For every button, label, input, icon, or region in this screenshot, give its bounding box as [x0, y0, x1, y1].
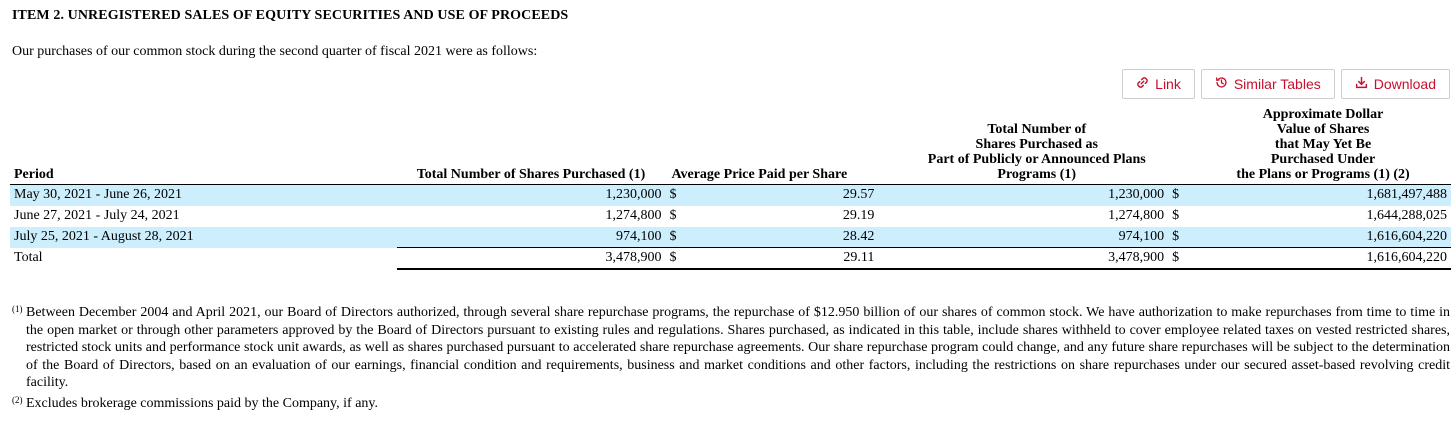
cell-plan-shares: 1,230,000	[878, 184, 1169, 206]
footnote: (2) Excludes brokerage commissions paid …	[12, 395, 1450, 413]
header-total-shares: Total Number of Shares Purchased (1)	[416, 167, 646, 182]
cell-price: 29.19	[842, 208, 875, 223]
footnotes: (1) Between December 2004 and April 2021…	[12, 304, 1450, 415]
cell-value: 1,644,288,025	[1366, 208, 1448, 223]
cell-period: July 25, 2021 - August 28, 2021	[10, 226, 397, 248]
cell-currency: $	[665, 247, 681, 270]
header-approx-line: Value of Shares	[1276, 122, 1370, 137]
cell-currency: $	[669, 208, 677, 223]
footnote-marker: (1)	[12, 304, 23, 314]
header-plan-shares: Total Number of Shares Purchased as Part…	[878, 107, 1195, 185]
table-row: May 30, 2021 - June 26, 2021 1,230,000 $…	[10, 184, 1451, 206]
footnote: (1) Between December 2004 and April 2021…	[12, 304, 1450, 392]
link-button-label: Link	[1155, 76, 1181, 92]
cell-value: 1,616,604,220	[1195, 247, 1451, 270]
cell-plan-shares: 974,100	[878, 226, 1169, 248]
header-period: Period	[14, 167, 54, 182]
header-plan-shares-line: Total Number of	[987, 122, 1087, 137]
header-approx-value: Approximate Dollar Value of Shares that …	[1195, 107, 1451, 185]
footnote-marker: (2)	[12, 394, 23, 405]
cell-currency: $	[1168, 247, 1196, 270]
footnote-text: Excludes brokerage commissions paid by t…	[26, 395, 378, 411]
table-toolbar: Link Similar Tables Download	[1122, 69, 1450, 99]
download-icon	[1355, 76, 1368, 92]
similar-tables-button[interactable]: Similar Tables	[1200, 69, 1335, 99]
cell-shares: 1,274,800	[605, 208, 662, 223]
cell-currency: $	[1168, 184, 1196, 206]
cell-shares: 3,478,900	[396, 247, 666, 270]
section-heading: ITEM 2. UNREGISTERED SALES OF EQUITY SEC…	[12, 8, 569, 23]
cell-price: 29.11	[680, 247, 879, 270]
cell-plan-shares: 3,478,900	[878, 247, 1169, 270]
header-plan-shares-line: Programs (1)	[997, 167, 1077, 182]
cell-shares: 1,230,000	[396, 184, 666, 206]
cell-price: 29.57	[680, 184, 879, 206]
cell-plan-shares: 1,274,800	[1108, 208, 1165, 223]
cell-currency: $	[665, 184, 681, 206]
download-button-label: Download	[1373, 76, 1436, 92]
header-plan-shares-line: Part of Publicly or Announced Plans	[927, 152, 1146, 167]
table-header-row: Period Total Number of Shares Purchased …	[10, 107, 1451, 185]
cell-period: Total	[14, 250, 43, 266]
table-row: June 27, 2021 - July 24, 2021 1,274,800 …	[10, 206, 1451, 227]
download-button[interactable]: Download	[1340, 69, 1450, 99]
cell-value: 1,681,497,488	[1195, 184, 1451, 206]
cell-shares: 974,100	[396, 226, 666, 248]
cell-value: 1,616,604,220	[1195, 226, 1451, 248]
cell-price: 28.42	[680, 226, 879, 248]
footnote-text: Between December 2004 and April 2021, ou…	[26, 305, 1450, 390]
cell-period: May 30, 2021 - June 26, 2021	[10, 184, 397, 206]
link-icon	[1136, 76, 1149, 92]
header-approx-line: Approximate Dollar	[1262, 107, 1384, 122]
link-button[interactable]: Link	[1122, 69, 1195, 99]
similar-tables-label: Similar Tables	[1233, 76, 1321, 92]
header-approx-line: the Plans or Programs (1) (2)	[1236, 167, 1410, 182]
header-approx-line: Purchased Under	[1270, 152, 1376, 167]
table-total-row: Total 3,478,900 $ 29.11 3,478,900 $ 1,61…	[10, 247, 1451, 270]
header-approx-line: that May Yet Be	[1274, 137, 1372, 152]
repurchase-table: Period Total Number of Shares Purchased …	[10, 107, 1451, 270]
header-avg-price: Average Price Paid per Share	[671, 167, 848, 182]
intro-text: Our purchases of our common stock during…	[12, 44, 538, 59]
cell-currency: $	[1168, 226, 1196, 248]
cell-currency: $	[1172, 208, 1180, 223]
table-row: July 25, 2021 - August 28, 2021 974,100 …	[10, 226, 1451, 248]
history-icon	[1215, 76, 1228, 92]
cell-period: June 27, 2021 - July 24, 2021	[14, 208, 180, 223]
header-plan-shares-line: Shares Purchased as	[975, 137, 1098, 152]
cell-currency: $	[665, 226, 681, 248]
